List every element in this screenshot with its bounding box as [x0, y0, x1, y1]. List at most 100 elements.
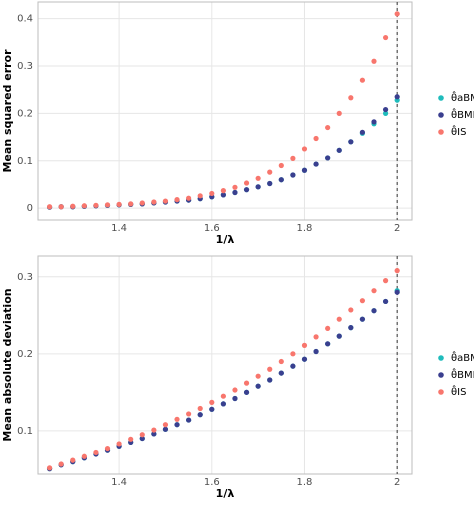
point: [81, 203, 87, 209]
point: [232, 387, 238, 393]
point: [278, 177, 284, 183]
point: [139, 435, 145, 442]
point: [93, 202, 99, 208]
point: [186, 411, 192, 417]
point: [70, 203, 76, 209]
point: [290, 351, 296, 357]
point: [162, 426, 169, 432]
point: [382, 34, 389, 41]
legend-marker: [438, 355, 444, 361]
point: [220, 192, 226, 198]
point: [325, 155, 331, 161]
point: [174, 416, 180, 422]
x-tick-label: 2: [394, 477, 400, 488]
point: [290, 155, 296, 161]
point: [336, 110, 342, 116]
x-axis-label: 1/λ: [216, 487, 235, 500]
point: [336, 147, 342, 153]
point: [243, 180, 250, 186]
point: [151, 427, 157, 433]
y-tick-label: 0.2: [17, 349, 33, 360]
point: [267, 377, 273, 383]
point: [151, 199, 157, 205]
point: [58, 461, 64, 467]
point: [278, 358, 284, 365]
point: [348, 95, 354, 101]
legend-marker: [438, 95, 444, 101]
point: [162, 198, 169, 204]
legend-marker: [438, 372, 444, 378]
point: [220, 188, 226, 194]
point: [70, 457, 76, 463]
point: [209, 190, 215, 197]
point: [255, 175, 261, 181]
point: [359, 316, 366, 322]
x-tick-label: 1.8: [297, 477, 313, 488]
point: [394, 289, 400, 295]
point: [186, 195, 192, 201]
point: [139, 432, 145, 438]
point: [128, 201, 134, 207]
point: [255, 373, 261, 379]
legend-marker: [438, 389, 444, 395]
point: [255, 383, 261, 389]
legend-label: θ̂IS: [451, 124, 466, 138]
point: [394, 94, 400, 100]
point: [278, 162, 284, 169]
y-tick-label: 0.3: [17, 61, 33, 72]
point: [220, 401, 226, 407]
point: [197, 193, 203, 199]
y-tick-label: 0.2: [17, 108, 33, 119]
point: [162, 422, 169, 428]
point: [151, 431, 157, 437]
point: [232, 189, 238, 196]
point: [232, 395, 238, 402]
point: [128, 436, 134, 442]
point: [174, 422, 180, 428]
point: [104, 445, 111, 452]
point: [325, 341, 331, 347]
point: [290, 363, 296, 369]
x-tick-label: 1.4: [111, 477, 127, 488]
point: [58, 204, 64, 210]
point: [313, 348, 319, 355]
x-axis-label: 1/λ: [216, 233, 235, 246]
y-axis-label: Mean absolute deviation: [1, 288, 14, 441]
point: [104, 202, 111, 208]
point: [382, 110, 389, 116]
point: [301, 356, 308, 362]
point: [325, 325, 331, 332]
point: [220, 393, 226, 399]
point: [394, 11, 400, 17]
point: [313, 135, 319, 142]
point: [371, 288, 377, 294]
point: [371, 308, 377, 314]
point: [382, 278, 389, 284]
y-axis-label: Mean squared error: [1, 49, 14, 173]
point: [301, 342, 308, 348]
legend-label: θ̂BMM: [451, 107, 474, 121]
point: [278, 370, 284, 376]
point: [209, 399, 215, 405]
legend-marker: [438, 112, 444, 118]
point: [359, 77, 366, 83]
point: [93, 449, 99, 456]
point: [348, 139, 354, 145]
point: [313, 334, 319, 340]
point: [382, 298, 389, 305]
point: [232, 184, 238, 190]
point: [255, 184, 261, 190]
point: [336, 333, 342, 339]
legend-label: θ̂aBMM: [451, 350, 474, 364]
point: [174, 197, 180, 203]
point: [336, 316, 342, 322]
point: [267, 180, 273, 187]
y-tick-label: 0.3: [17, 272, 33, 283]
x-tick-label: 1.8: [297, 223, 313, 234]
x-tick-label: 2: [394, 223, 400, 234]
point: [243, 187, 250, 193]
point: [348, 307, 354, 313]
point: [348, 325, 354, 331]
point: [197, 412, 203, 418]
